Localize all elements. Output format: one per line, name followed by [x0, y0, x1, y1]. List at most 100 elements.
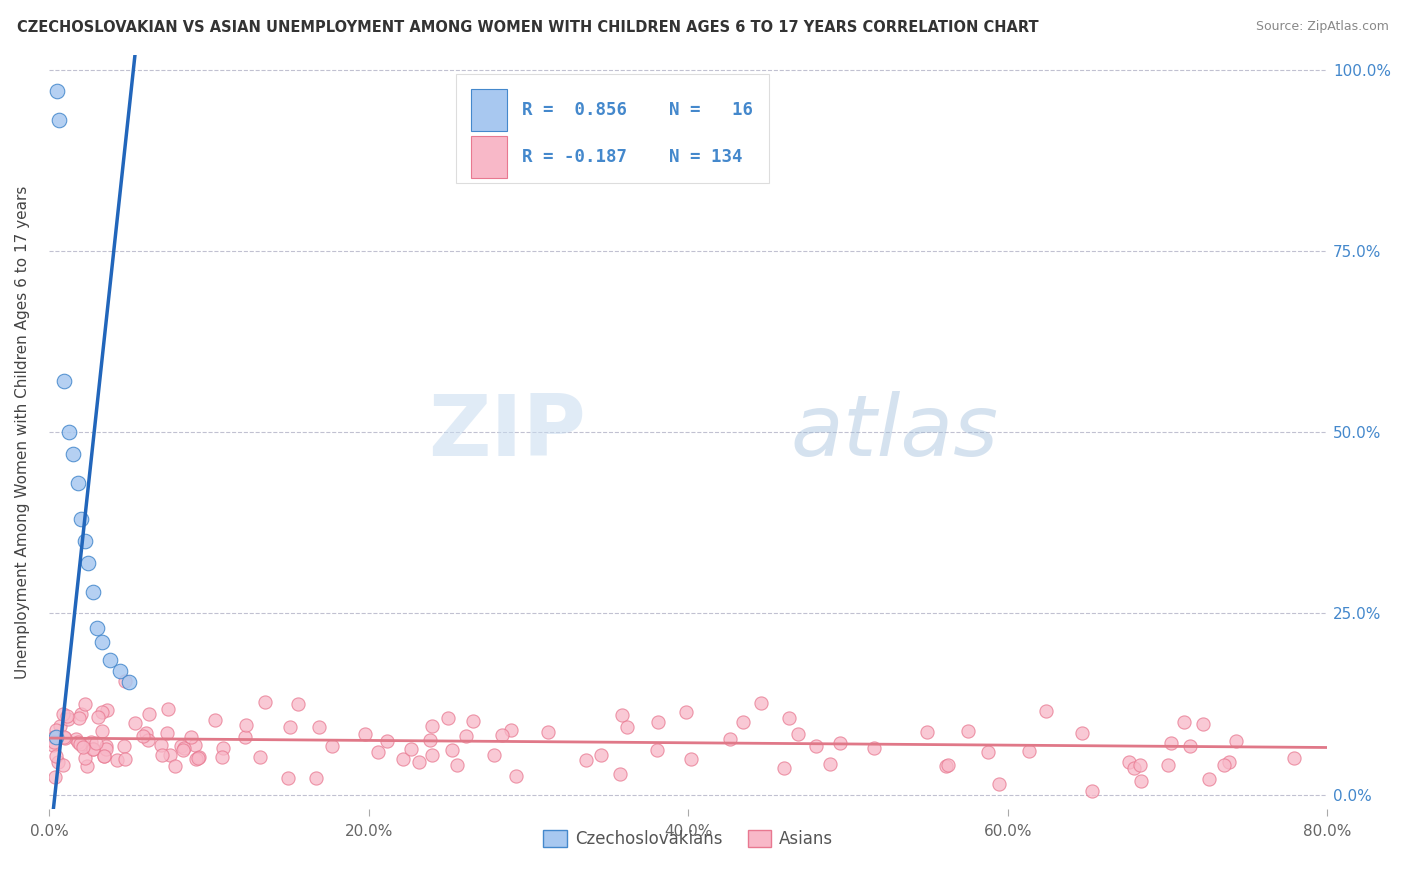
Point: [287, 697, 309, 711]
Point: [52, 707, 75, 722]
Point: [420, 747, 443, 762]
Point: [454, 729, 477, 743]
Point: [159, 747, 181, 762]
Point: [1178, 739, 1201, 754]
Legend: Czechoslovakians, Asians: Czechoslovakians, Asians: [537, 823, 841, 855]
Point: [718, 732, 741, 747]
Point: [91, 706, 114, 720]
Point: [118, 675, 141, 690]
Point: [505, 769, 527, 783]
Point: [52, 757, 75, 772]
Point: [94, 742, 117, 756]
Point: [124, 716, 146, 731]
Text: CZECHOSLOVAKIAN VS ASIAN UNEMPLOYMENT AMONG WOMEN WITH CHILDREN AGES 6 TO 17 YEA: CZECHOSLOVAKIAN VS ASIAN UNEMPLOYMENT AM…: [17, 20, 1039, 35]
Point: [1123, 761, 1146, 775]
Point: [188, 750, 211, 764]
Point: [48, 113, 70, 128]
Point: [172, 742, 194, 756]
Point: [1160, 736, 1182, 750]
Point: [647, 715, 669, 730]
Point: [987, 777, 1010, 791]
Point: [72, 740, 94, 755]
Point: [114, 673, 136, 688]
Point: [45, 748, 67, 763]
Point: [108, 665, 131, 679]
Point: [82, 742, 104, 756]
Point: [936, 757, 959, 772]
Point: [44, 735, 66, 749]
Point: [56, 711, 79, 725]
FancyBboxPatch shape: [471, 136, 508, 178]
Point: [156, 726, 179, 740]
Point: [46, 84, 69, 98]
Text: atlas: atlas: [790, 391, 998, 474]
Point: [149, 738, 172, 752]
Text: R = -0.187    N = 134: R = -0.187 N = 134: [522, 148, 742, 166]
Point: [420, 719, 443, 733]
FancyBboxPatch shape: [456, 74, 769, 184]
Point: [93, 748, 115, 763]
Point: [863, 741, 886, 756]
Point: [233, 730, 256, 744]
Point: [1035, 705, 1057, 719]
Point: [180, 730, 202, 744]
Point: [280, 720, 302, 734]
Point: [277, 771, 299, 785]
Point: [408, 755, 430, 769]
Point: [419, 733, 441, 747]
Point: [399, 741, 422, 756]
Point: [72, 737, 94, 751]
Point: [156, 702, 179, 716]
Point: [75, 697, 97, 711]
Point: [91, 723, 114, 738]
Point: [170, 739, 193, 753]
Point: [1157, 758, 1180, 772]
Point: [828, 736, 851, 750]
Point: [806, 739, 828, 754]
Point: [65, 732, 87, 747]
Y-axis label: Unemployment Among Women with Children Ages 6 to 17 years: Unemployment Among Women with Children A…: [15, 186, 30, 679]
Text: ZIP: ZIP: [429, 391, 586, 474]
Point: [42, 738, 65, 752]
Point: [612, 707, 634, 722]
Point: [114, 752, 136, 766]
FancyBboxPatch shape: [471, 89, 508, 131]
Point: [249, 750, 271, 764]
Point: [778, 711, 800, 725]
Point: [49, 719, 72, 733]
Point: [46, 756, 69, 770]
Point: [1130, 773, 1153, 788]
Point: [679, 752, 702, 766]
Point: [441, 743, 464, 757]
Point: [957, 723, 980, 738]
Point: [67, 711, 90, 725]
Text: Source: ZipAtlas.com: Source: ZipAtlas.com: [1256, 20, 1389, 33]
Point: [645, 743, 668, 757]
Point: [184, 752, 207, 766]
Point: [354, 727, 377, 741]
Point: [976, 746, 998, 760]
Point: [67, 475, 90, 490]
Point: [184, 738, 207, 752]
Point: [80, 734, 103, 748]
Point: [138, 707, 160, 722]
Point: [73, 533, 96, 548]
Point: [105, 753, 128, 767]
Point: [609, 766, 631, 780]
Point: [52, 730, 75, 744]
Point: [62, 447, 84, 461]
Point: [1192, 717, 1215, 731]
Point: [731, 714, 754, 729]
Point: [773, 760, 796, 774]
Point: [163, 759, 186, 773]
Point: [44, 770, 66, 784]
Point: [44, 730, 66, 744]
Point: [1282, 751, 1305, 765]
Point: [76, 556, 98, 570]
Point: [45, 730, 67, 744]
Point: [211, 750, 233, 764]
Point: [537, 725, 560, 739]
Point: [87, 710, 110, 724]
Point: [1129, 757, 1152, 772]
Point: [56, 709, 79, 723]
